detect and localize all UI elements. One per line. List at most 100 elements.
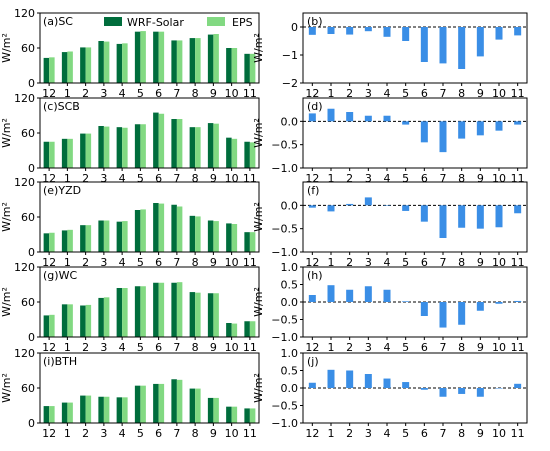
legend: WRF-Solar EPS (104, 16, 253, 29)
bar-wrf-1-3 (98, 126, 104, 168)
bar-wrf-0-2 (80, 47, 86, 83)
right-panel-4: 12 1 2 3 4 5 6 7 8 9 10 11−1.0−0.50.00.51.0(j) (271, 347, 528, 440)
bar-eps-4-5 (140, 385, 146, 423)
bar-eps-2-4 (122, 221, 128, 252)
bar-diff-0-4 (383, 27, 391, 37)
bar-eps-0-9 (213, 34, 219, 83)
bar-wrf-4-4 (116, 397, 123, 423)
rx-tick-label-0-8: 8 (458, 87, 465, 100)
legend-label-wrf: WRF-Solar (127, 16, 184, 29)
rx-tick-label-1-4: 4 (384, 172, 391, 185)
bar-wrf-4-11 (244, 408, 250, 423)
rx-tick-label-4-6: 6 (421, 427, 428, 440)
x-tick-label-2-4: 4 (119, 256, 126, 269)
x-tick-label-1-5: 5 (137, 172, 144, 185)
x-tick-label-3-11: 11 (243, 341, 257, 354)
bar-diff-0-6 (420, 27, 428, 62)
x-tick-label-1-6: 6 (155, 172, 162, 185)
bar-eps-2-1 (67, 229, 73, 252)
rx-tick-label-4-4: 4 (384, 427, 391, 440)
bar-eps-2-8 (195, 216, 201, 252)
rx-tick-label-3-0: 12 (305, 341, 319, 354)
bar-diff-3-0 (308, 295, 316, 302)
rx-tick-label-4-0: 12 (305, 427, 319, 440)
rx-tick-label-4-8: 8 (458, 427, 465, 440)
ry-tick-label-4-3: 0.5 (281, 365, 299, 378)
rx-tick-label-0-10: 10 (492, 87, 506, 100)
panel-label-r-4: (j) (307, 355, 319, 368)
bar-diff-0-9 (476, 27, 484, 57)
ry-tick-label-4-2: 0.0 (281, 382, 299, 395)
bar-diff-3-5 (402, 301, 410, 302)
bar-diff-2-6 (420, 205, 428, 222)
x-tick-label-1-1: 1 (64, 172, 71, 185)
x-tick-label-3-10: 10 (225, 341, 239, 354)
bar-wrf-4-0 (43, 406, 50, 423)
bar-eps-0-2 (85, 47, 92, 83)
rx-tick-label-1-1: 1 (328, 172, 335, 185)
bar-diff-3-11 (514, 300, 522, 302)
x-tick-label-0-0: 12 (42, 87, 56, 100)
right-panel-3: 12 1 2 3 4 5 6 7 8 9 10 11−1.0−0.50.00.51.0(h) (271, 261, 528, 354)
bar-wrf-4-2 (80, 395, 86, 423)
y-tick-label-1-2: 120 (14, 92, 35, 105)
bar-eps-2-7 (176, 206, 183, 252)
x-tick-label-2-8: 8 (192, 256, 199, 269)
bar-diff-1-8 (458, 121, 466, 139)
right-panel-frame-0 (302, 12, 528, 84)
bar-wrf-3-10 (226, 323, 232, 337)
y-axis-label-3: W/m² (0, 287, 13, 317)
bar-eps-4-1 (67, 402, 73, 423)
rx-tick-label-3-8: 8 (458, 341, 465, 354)
ry-axis-label-4: W/m² (252, 373, 265, 403)
x-tick-label-3-2: 2 (82, 341, 89, 354)
x-tick-label-0-5: 5 (137, 87, 144, 100)
bar-diff-3-1 (327, 285, 335, 302)
bar-eps-4-0 (49, 406, 55, 423)
bar-diff-4-4 (383, 378, 391, 388)
x-tick-label-0-4: 4 (119, 87, 126, 100)
bar-eps-2-5 (140, 209, 146, 252)
bar-wrf-2-10 (226, 223, 232, 252)
ry-axis-label-1: W/m² (252, 118, 265, 148)
bar-wrf-1-8 (189, 127, 196, 168)
bar-wrf-0-11 (244, 53, 250, 83)
rx-tick-label-2-0: 12 (305, 256, 319, 269)
bar-wrf-3-4 (116, 288, 123, 337)
bar-eps-4-11 (249, 408, 256, 423)
bar-eps-2-2 (85, 225, 92, 252)
bar-wrf-0-4 (116, 43, 123, 83)
bar-wrf-2-5 (134, 210, 141, 252)
bar-diff-2-7 (439, 205, 447, 238)
rx-tick-label-0-6: 6 (421, 87, 428, 100)
rx-tick-label-4-3: 3 (365, 427, 372, 440)
panel-label-4: (i)BTH (43, 355, 77, 368)
rx-tick-label-4-2: 2 (346, 427, 353, 440)
x-tick-label-3-3: 3 (100, 341, 107, 354)
bar-wrf-1-9 (207, 123, 214, 168)
bar-eps-2-10 (231, 224, 238, 252)
bar-wrf-2-6 (153, 203, 159, 252)
y-tick-label-3-2: 120 (14, 261, 35, 274)
bar-diff-4-0 (308, 382, 316, 388)
y-tick-label-0-2: 120 (14, 7, 35, 20)
bar-wrf-3-9 (207, 293, 214, 337)
bar-eps-3-7 (176, 282, 183, 337)
rx-tick-label-0-7: 7 (440, 87, 447, 100)
bar-wrf-0-8 (189, 38, 196, 83)
bar-eps-1-0 (49, 141, 55, 168)
x-tick-label-1-7: 7 (173, 172, 180, 185)
bar-diff-4-3 (364, 374, 372, 388)
bar-diff-1-3 (364, 115, 372, 122)
rx-tick-label-2-1: 1 (328, 256, 335, 269)
y-tick-label-1-1: 60 (21, 127, 35, 140)
x-tick-label-2-9: 9 (210, 256, 217, 269)
bar-eps-4-3 (103, 396, 110, 423)
bar-wrf-4-5 (134, 385, 141, 423)
bar-eps-3-9 (213, 293, 219, 337)
legend-label-eps: EPS (232, 16, 253, 29)
bar-diff-2-1 (327, 205, 335, 212)
bar-diff-4-9 (476, 388, 484, 397)
